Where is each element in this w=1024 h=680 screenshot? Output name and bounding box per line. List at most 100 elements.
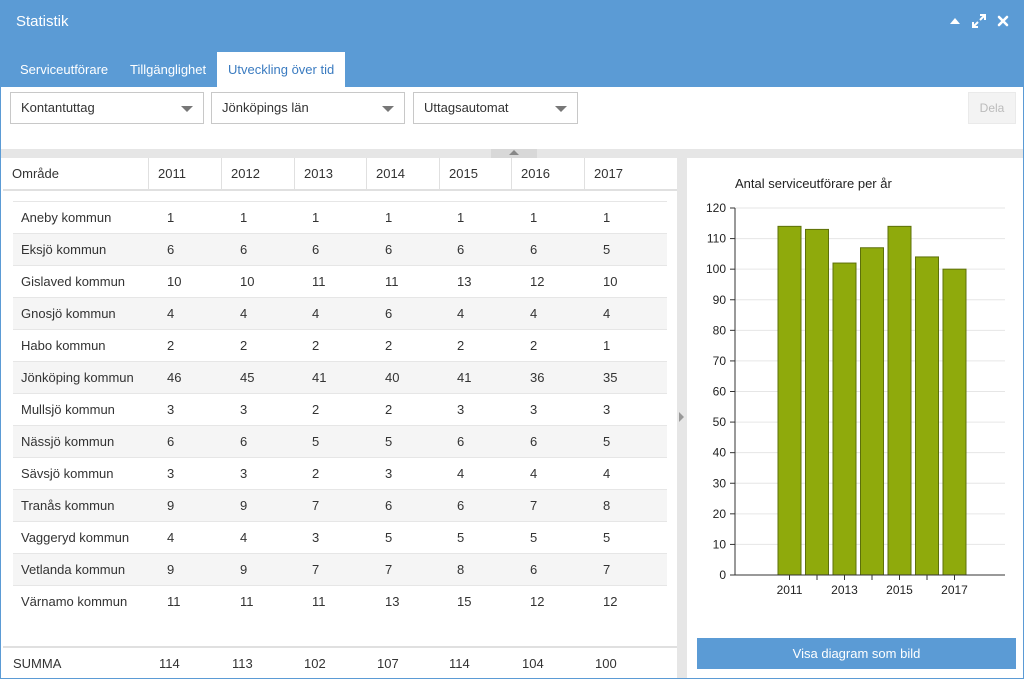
value-cell: 6 bbox=[167, 434, 175, 449]
vertical-splitter[interactable] bbox=[677, 158, 687, 678]
value-cell: 3 bbox=[167, 402, 175, 417]
close-icon[interactable] bbox=[995, 13, 1011, 29]
value-cell: 4 bbox=[457, 306, 465, 321]
value-cell: 4 bbox=[312, 306, 320, 321]
table-row: Aneby kommun 1 1 1 1 1 1 1 bbox=[13, 201, 667, 233]
value-cell: 3 bbox=[240, 466, 248, 481]
value-cell: 1 bbox=[312, 210, 320, 225]
bar-2011[interactable] bbox=[777, 225, 802, 576]
region-select[interactable]: Jönköpings län bbox=[211, 92, 405, 124]
column-header[interactable]: 2017 bbox=[594, 166, 623, 181]
value-cell: 7 bbox=[312, 498, 320, 513]
collapse-up-handle[interactable] bbox=[491, 149, 537, 158]
column-header[interactable]: 2013 bbox=[295, 158, 367, 189]
value-cell: 12 bbox=[603, 594, 618, 609]
area-name-cell: Mullsjö kommun bbox=[21, 402, 115, 417]
value-cell: 3 bbox=[167, 466, 175, 481]
value-cell: 11 bbox=[312, 594, 326, 609]
column-header[interactable]: 2011 bbox=[149, 158, 222, 189]
tab-utveckling-over-tid[interactable]: Utveckling över tid bbox=[217, 52, 346, 87]
value-cell: 5 bbox=[603, 434, 611, 449]
y-tick-label: 90 bbox=[713, 293, 727, 307]
tab-tillganglighet[interactable]: Tillgänglighet bbox=[130, 62, 207, 77]
column-header[interactable]: 2014 bbox=[367, 158, 440, 189]
tab-serviceutforare[interactable]: Serviceutförare bbox=[20, 62, 109, 77]
value-cell: 9 bbox=[167, 562, 175, 577]
value-cell: 1 bbox=[530, 210, 538, 225]
value-cell: 45 bbox=[240, 370, 255, 385]
summary-cell: 114 bbox=[159, 656, 180, 671]
value-cell: 10 bbox=[167, 274, 182, 289]
value-cell: 6 bbox=[457, 242, 465, 257]
value-cell: 2 bbox=[167, 338, 175, 353]
y-tick-label: 70 bbox=[713, 354, 727, 368]
bar-2016[interactable] bbox=[915, 256, 939, 576]
region-value: Jönköpings län bbox=[222, 100, 309, 115]
value-cell: 4 bbox=[603, 306, 611, 321]
value-cell: 3 bbox=[385, 466, 393, 481]
column-header[interactable]: 2015 bbox=[440, 158, 512, 189]
value-cell: 6 bbox=[457, 434, 465, 449]
collapse-icon[interactable] bbox=[947, 13, 963, 29]
value-cell: 5 bbox=[603, 242, 611, 257]
bar-2012[interactable] bbox=[805, 228, 829, 576]
value-cell: 4 bbox=[530, 466, 538, 481]
value-cell: 41 bbox=[457, 370, 472, 385]
value-cell: 2 bbox=[530, 338, 538, 353]
value-cell: 7 bbox=[385, 562, 393, 577]
value-cell: 6 bbox=[385, 498, 393, 513]
area-name-cell: Aneby kommun bbox=[21, 210, 112, 225]
statistics-table: Område 2011 2012 2013 2014 2015 2016 201… bbox=[1, 158, 677, 678]
tab-bar: Serviceutförare Tillgänglighet Utvecklin… bbox=[1, 44, 1023, 87]
value-cell: 3 bbox=[312, 530, 320, 545]
show-chart-as-image-button[interactable]: Visa diagram som bild bbox=[697, 638, 1016, 669]
share-button[interactable]: Dela bbox=[968, 92, 1016, 124]
value-cell: 41 bbox=[312, 370, 327, 385]
bar-2014[interactable] bbox=[860, 247, 884, 576]
value-cell: 36 bbox=[530, 370, 545, 385]
bar-2013[interactable] bbox=[832, 262, 857, 576]
value-cell: 10 bbox=[603, 274, 618, 289]
area-name-cell: Jönköping kommun bbox=[21, 370, 134, 385]
value-cell: 2 bbox=[312, 466, 320, 481]
value-cell: 1 bbox=[603, 338, 611, 353]
y-tick-label: 80 bbox=[713, 323, 727, 337]
value-cell: 6 bbox=[240, 434, 248, 449]
column-header[interactable]: 2012 bbox=[222, 158, 295, 189]
bar-2017[interactable] bbox=[942, 268, 967, 576]
value-cell: 46 bbox=[167, 370, 182, 385]
value-cell: 2 bbox=[385, 402, 393, 417]
service-type-select[interactable]: Kontantuttag bbox=[10, 92, 204, 124]
summary-cell: 104 bbox=[522, 656, 544, 671]
bar-2015[interactable] bbox=[887, 225, 912, 576]
table-header: Område 2011 2012 2013 2014 2015 2016 201… bbox=[3, 158, 677, 191]
value-cell: 2 bbox=[312, 402, 320, 417]
provider-type-select[interactable]: Uttagsautomat bbox=[413, 92, 578, 124]
table-row: Nässjö kommun 6 6 5 5 6 6 5 bbox=[13, 425, 667, 457]
value-cell: 2 bbox=[457, 338, 465, 353]
value-cell: 4 bbox=[240, 530, 248, 545]
value-cell: 8 bbox=[457, 562, 465, 577]
value-cell: 6 bbox=[167, 242, 175, 257]
y-tick-label: 40 bbox=[713, 446, 727, 460]
value-cell: 6 bbox=[312, 242, 320, 257]
column-header[interactable]: 2016 bbox=[512, 158, 585, 189]
value-cell: 7 bbox=[603, 562, 611, 577]
table-row: Tranås kommun 9 9 7 6 6 7 8 bbox=[13, 489, 667, 521]
value-cell: 11 bbox=[240, 594, 254, 609]
value-cell: 13 bbox=[385, 594, 400, 609]
expand-icon[interactable] bbox=[971, 13, 987, 29]
value-cell: 1 bbox=[603, 210, 611, 225]
service-type-value: Kontantuttag bbox=[21, 100, 95, 115]
value-cell: 10 bbox=[240, 274, 255, 289]
area-name-cell: Vetlanda kommun bbox=[21, 562, 126, 577]
value-cell: 13 bbox=[457, 274, 472, 289]
summary-label: SUMMA bbox=[13, 656, 62, 671]
value-cell: 4 bbox=[603, 466, 611, 481]
table-row: Gislaved kommun 10 10 11 11 13 12 10 bbox=[13, 265, 667, 297]
x-tick-label: 2013 bbox=[831, 583, 858, 597]
column-header[interactable]: Område bbox=[3, 158, 149, 189]
value-cell: 6 bbox=[530, 434, 538, 449]
area-name-cell: Nässjö kommun bbox=[21, 434, 115, 449]
